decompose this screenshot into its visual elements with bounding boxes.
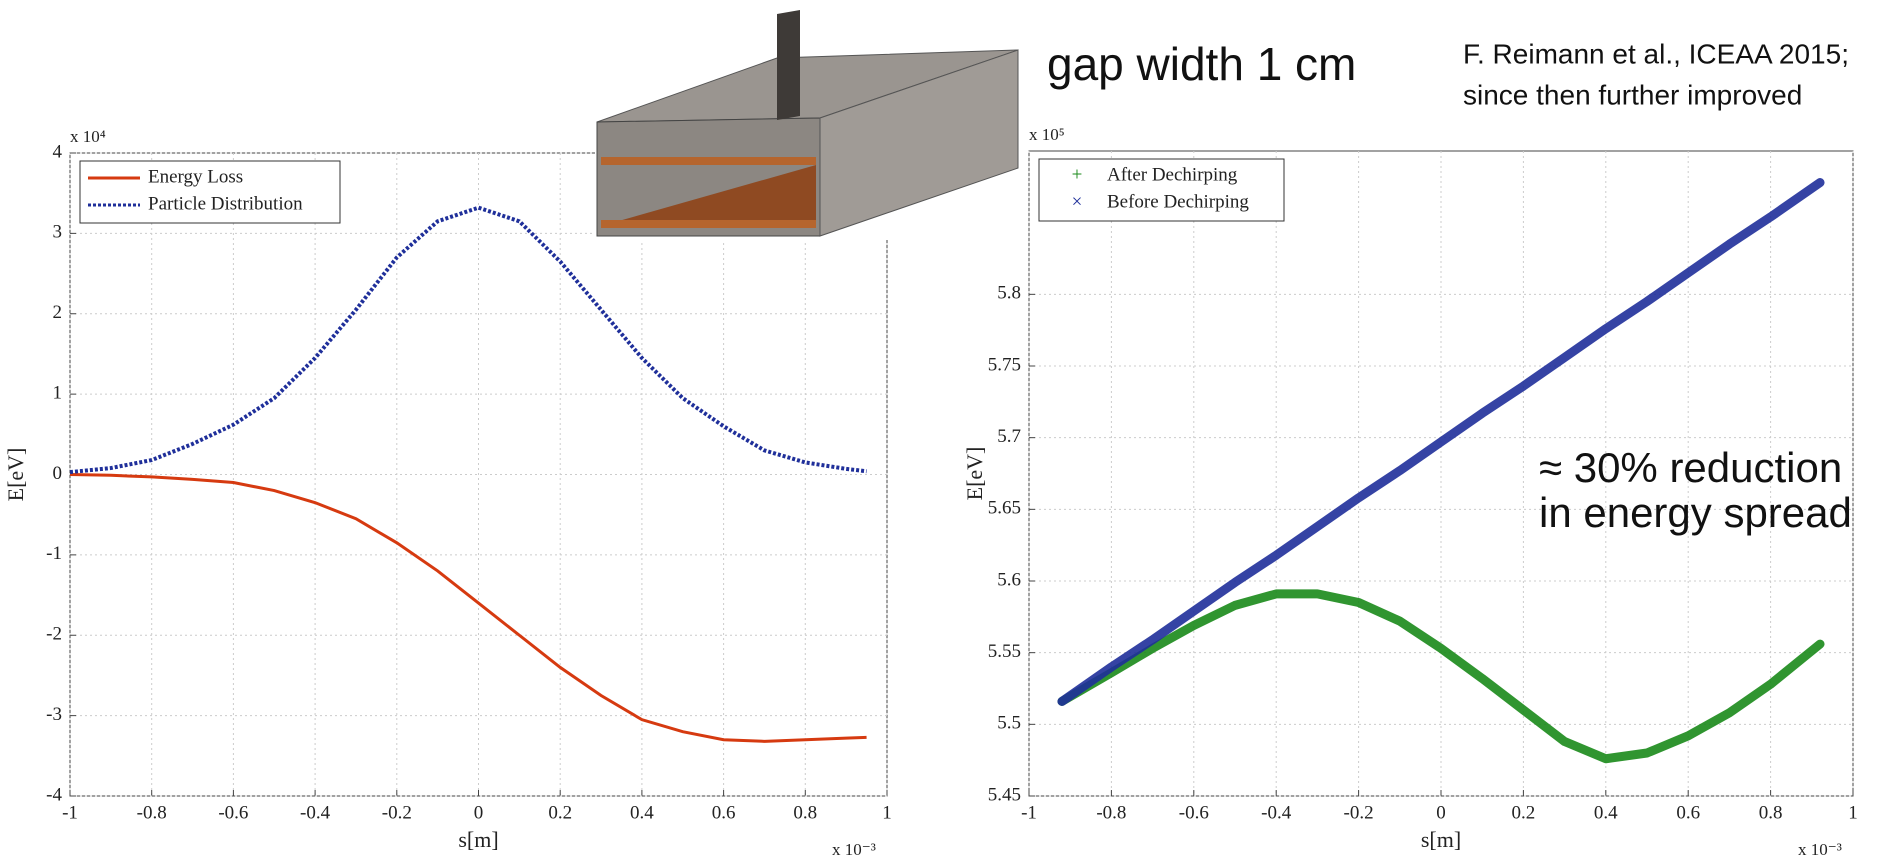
- citation: F. Reimann et al., ICEAA 2015;: [1463, 38, 1849, 69]
- y-tick-label: 2: [53, 302, 63, 323]
- x-tick-label: -0.4: [1261, 802, 1292, 823]
- legend-label: Energy Loss: [148, 166, 243, 187]
- legend-marker: +: [1072, 164, 1083, 185]
- y-tick-label: 5.75: [988, 354, 1021, 375]
- annotation: in energy spread: [1539, 489, 1852, 536]
- x-tick-label: 0.2: [1512, 802, 1536, 823]
- legend-box: [79, 160, 341, 224]
- y-multiplier: x 10⁴: [70, 127, 106, 146]
- y-axis-label: E[eV]: [3, 448, 28, 502]
- x-tick-label: -0.8: [1096, 802, 1126, 823]
- line-series: [69, 205, 867, 475]
- x-tick-label: -0.2: [1344, 802, 1374, 823]
- charts: -1 -0.8 -0.6 -0.4 -0.2 0 0.2 0.4 0.6 0.8 1 -4 -3 -2 -1…: [3, 125, 1858, 859]
- x-tick-label: 0.8: [793, 802, 817, 823]
- y-tick-label: 5.45: [988, 784, 1021, 805]
- x-tick-label: 0.6: [1676, 802, 1700, 823]
- x-tick-label: 0.4: [1594, 802, 1618, 823]
- x-tick-label: -0.8: [137, 802, 167, 823]
- scatter-band: [1057, 178, 1825, 706]
- annotation: ≈ 30% reduction: [1539, 444, 1842, 491]
- y-tick-label: -2: [46, 624, 62, 645]
- y-tick-label: 5.5: [997, 713, 1021, 734]
- y-tick-label: 5.8: [997, 283, 1021, 304]
- y-tick-label: -4: [46, 784, 62, 805]
- x-tick-label: -0.6: [1179, 802, 1209, 823]
- x-axis-label: s[m]: [458, 827, 498, 852]
- x-tick-label: -0.6: [218, 802, 248, 823]
- legend-label: After Dechirping: [1107, 164, 1238, 185]
- legend-marker: ×: [1072, 191, 1083, 212]
- x-tick-label: -1: [1021, 802, 1037, 823]
- y-tick-label: 1: [53, 382, 63, 403]
- scatter-band: [1057, 589, 1825, 764]
- y-tick-label: -1: [46, 543, 62, 564]
- x-tick-label: 0: [474, 802, 484, 823]
- x-tick-label: 0.8: [1759, 802, 1783, 823]
- y-tick-label: 3: [53, 222, 63, 243]
- y-tick-label: -3: [46, 704, 62, 725]
- x-tick-label: 1: [882, 802, 892, 823]
- x-tick-label: -1: [62, 802, 78, 823]
- x-multiplier: x 10⁻³: [832, 840, 876, 859]
- y-multiplier: x 10⁵: [1029, 125, 1065, 144]
- citation: since then further improved: [1463, 79, 1802, 110]
- legend-box: [1038, 158, 1285, 222]
- x-tick-label: -0.2: [382, 802, 412, 823]
- y-tick-label: 0: [53, 463, 63, 484]
- device-illustration: [595, 10, 1020, 240]
- x-tick-label: 0.2: [548, 802, 572, 823]
- x-axis-label: s[m]: [1421, 827, 1461, 852]
- gap-label: gap width 1 cm: [1047, 38, 1356, 90]
- y-tick-label: 5.6: [997, 569, 1021, 590]
- y-axis-label: E[eV]: [962, 447, 987, 501]
- x-tick-label: 0.6: [712, 802, 736, 823]
- y-tick-label: 4: [53, 141, 63, 162]
- legend-label: Before Dechirping: [1107, 191, 1249, 212]
- x-tick-label: 1: [1848, 802, 1858, 823]
- x-tick-label: 0: [1436, 802, 1446, 823]
- x-multiplier: x 10⁻³: [1798, 840, 1842, 859]
- line-series: [69, 473, 867, 743]
- legend-label: Particle Distribution: [148, 193, 303, 214]
- x-tick-label: 0.4: [630, 802, 654, 823]
- y-tick-label: 5.65: [988, 498, 1021, 519]
- y-tick-label: 5.7: [997, 426, 1021, 447]
- y-tick-label: 5.55: [988, 641, 1021, 662]
- x-tick-label: -0.4: [300, 802, 331, 823]
